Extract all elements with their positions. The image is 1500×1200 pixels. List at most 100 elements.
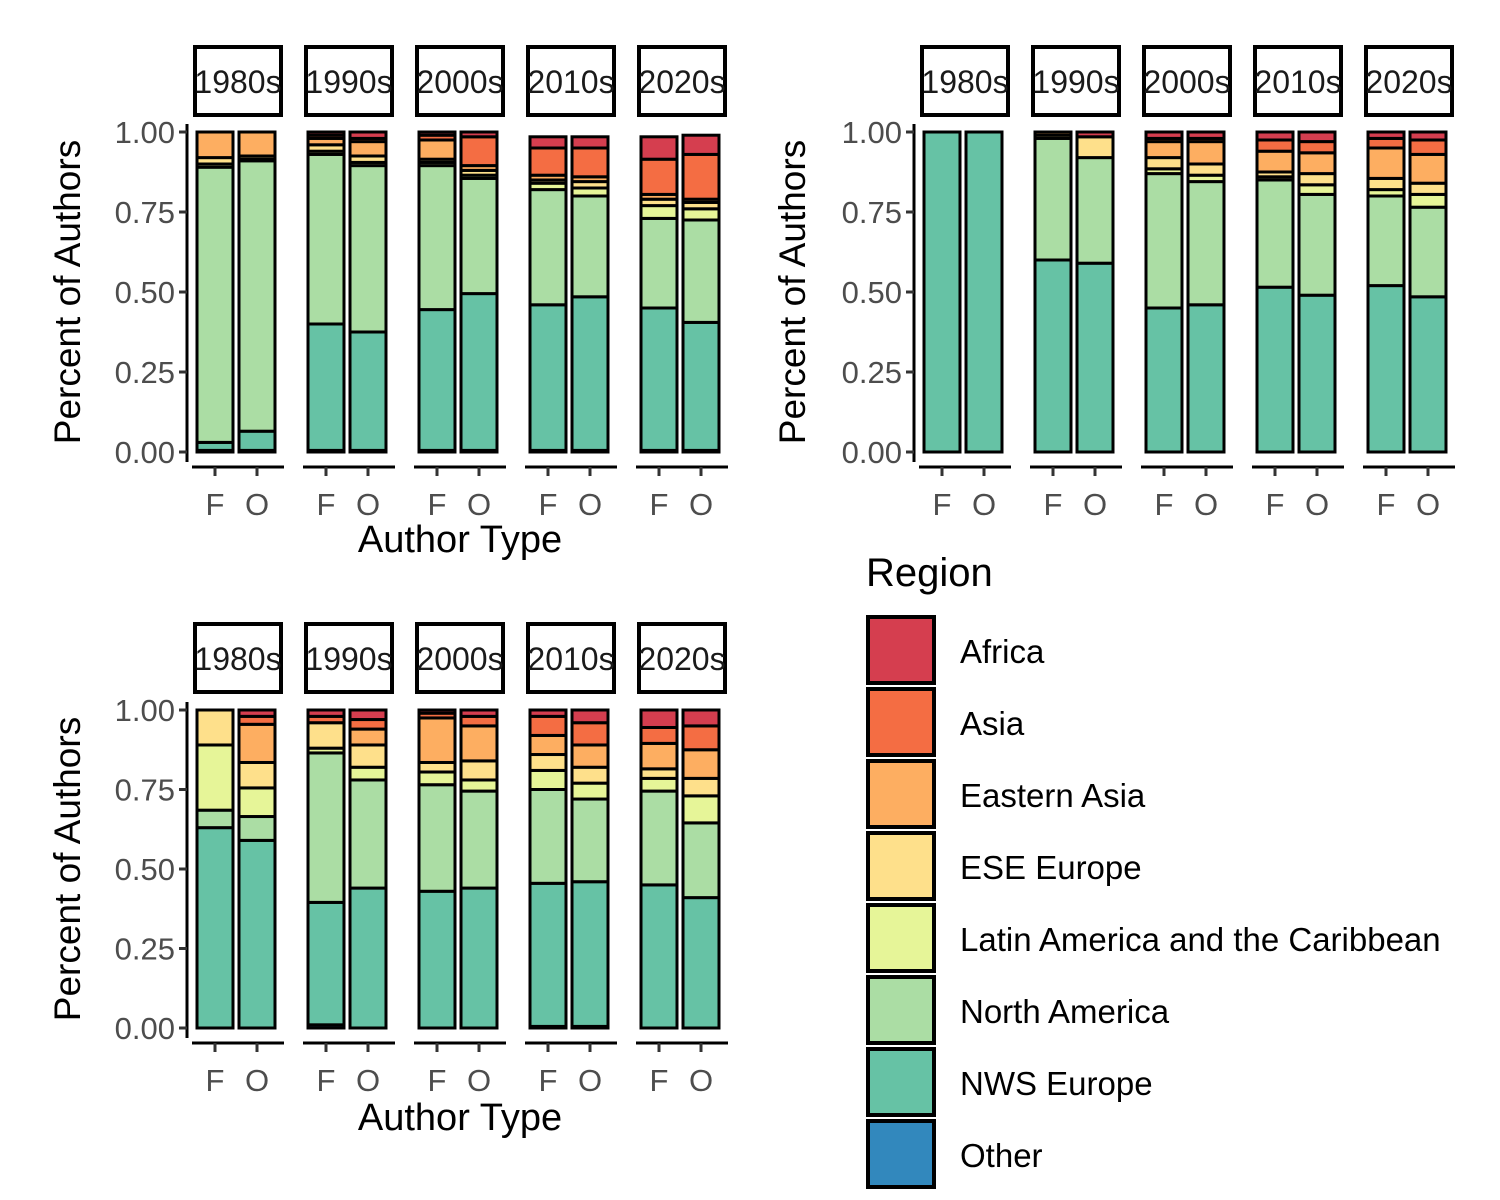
y-tick-label: 0.75 <box>115 773 175 808</box>
x-axis-title: Author Type <box>358 519 562 561</box>
bar-1980s-O <box>237 708 277 1030</box>
x-tick-label: O <box>578 487 602 522</box>
legend-label: North America <box>960 993 1170 1030</box>
bar-segment <box>681 218 721 324</box>
legend-item-other: Other <box>866 1119 1043 1189</box>
x-tick-label: F <box>1377 487 1396 522</box>
bar-segment <box>417 716 457 764</box>
x-axis-title: Author Type <box>358 1097 562 1139</box>
bar-segment <box>459 724 499 763</box>
bar-segment <box>570 708 610 725</box>
bar-segment <box>348 778 388 890</box>
bar-segment <box>570 781 610 801</box>
bar-2020s-O <box>681 133 721 454</box>
bar-segment <box>306 322 346 452</box>
y-tick-label: 1.00 <box>115 693 175 728</box>
facet-strip-label: 2020s <box>638 64 725 100</box>
bar-segment <box>1186 162 1226 177</box>
x-tick-label: O <box>467 1063 491 1098</box>
legend-swatch <box>866 615 936 685</box>
bar-segment <box>1075 261 1115 454</box>
facet-2020s: 2020s F O <box>636 622 728 1098</box>
bar-segment <box>459 778 499 793</box>
facet-2020s: 2020s F O <box>636 45 728 522</box>
bar-1980s-F <box>922 130 962 454</box>
facet-1990s: 1990s F O <box>1030 45 1122 522</box>
bar-segment <box>348 727 388 747</box>
bar-segment <box>1144 306 1184 454</box>
bar-segment <box>1033 136 1073 262</box>
bar-segment <box>306 152 346 326</box>
bar-segment <box>1255 285 1295 454</box>
bar-segment <box>348 743 388 769</box>
y-tick-label: 0.00 <box>115 1011 175 1046</box>
x-tick-label: O <box>356 1063 380 1098</box>
bar-segment <box>348 330 388 452</box>
bar-segment <box>1297 192 1337 297</box>
legend-label: Latin America and the Caribbean <box>960 921 1441 958</box>
bar-segment <box>1297 172 1337 187</box>
bar-segment <box>681 821 721 900</box>
bar-segment <box>528 753 568 772</box>
legend-item-nws-europe: NWS Europe <box>866 1047 1153 1117</box>
facet-strip-label: 2010s <box>527 64 614 100</box>
bar-segment <box>528 303 568 452</box>
bar-segment <box>306 130 346 137</box>
x-tick-label: O <box>1194 487 1218 522</box>
y-axis-title: Percent of Authors <box>772 140 813 444</box>
bar-segment <box>417 308 457 452</box>
bar-segment <box>681 133 721 156</box>
x-tick-label: O <box>578 1063 602 1098</box>
legend-swatch <box>866 903 936 973</box>
facet-2010s: 2010s F O <box>525 622 617 1098</box>
bar-segment <box>1033 130 1073 137</box>
x-tick-label: F <box>317 487 336 522</box>
bar-segment <box>639 216 679 310</box>
x-tick-label: F <box>1155 487 1174 522</box>
legend: Region Africa Asia Eastern Asia ESE Europe La… <box>866 551 1441 1189</box>
facet-2000s: 2000s F O <box>414 622 506 1098</box>
x-tick-label: O <box>1416 487 1440 522</box>
bar-2020s-F <box>639 135 679 454</box>
legend-swatch <box>866 831 936 901</box>
bar-segment <box>570 135 610 150</box>
bar-segment <box>195 808 235 830</box>
bar-segment <box>459 135 499 168</box>
x-tick-label: F <box>428 1063 447 1098</box>
bar-segment <box>528 881 568 1028</box>
y-tick-label: 0.50 <box>115 275 175 310</box>
x-tick-label: O <box>356 487 380 522</box>
bar-2010s-F <box>1255 130 1295 454</box>
legend-swatch <box>866 759 936 829</box>
bar-segment <box>1255 138 1295 153</box>
bar-segment <box>237 708 277 718</box>
bar-segment <box>306 900 346 1027</box>
y-tick-label: 0.75 <box>115 195 175 230</box>
bar-segment <box>681 320 721 452</box>
facet-strip <box>526 622 616 694</box>
x-tick-label: F <box>539 1063 558 1098</box>
bar-segment <box>417 164 457 312</box>
y-tick-label: 1.00 <box>115 115 175 150</box>
bar-segment <box>1255 130 1295 142</box>
bar-segment <box>681 794 721 825</box>
bar-segment <box>306 721 346 750</box>
bar-segment <box>417 138 457 161</box>
bar-segment <box>417 770 457 787</box>
bar-segment <box>570 194 610 299</box>
y-tick-label: 0.75 <box>842 195 902 230</box>
bar-1990s-O <box>1075 130 1115 454</box>
legend-label: ESE Europe <box>960 849 1142 886</box>
bar-1980s-O <box>964 130 1004 454</box>
facet-strip <box>415 622 505 694</box>
bar-segment <box>237 815 277 842</box>
facet-strip-label: 1980s <box>921 64 1008 100</box>
x-tick-label: F <box>539 487 558 522</box>
bar-segment <box>922 130 962 454</box>
bar-segment <box>195 165 235 444</box>
bar-segment <box>1366 194 1406 288</box>
y-tick-label: 0.50 <box>842 275 902 310</box>
bar-1980s-F <box>195 708 235 1030</box>
facet-strip-label: 1980s <box>194 64 281 100</box>
bar-segment <box>681 896 721 1030</box>
